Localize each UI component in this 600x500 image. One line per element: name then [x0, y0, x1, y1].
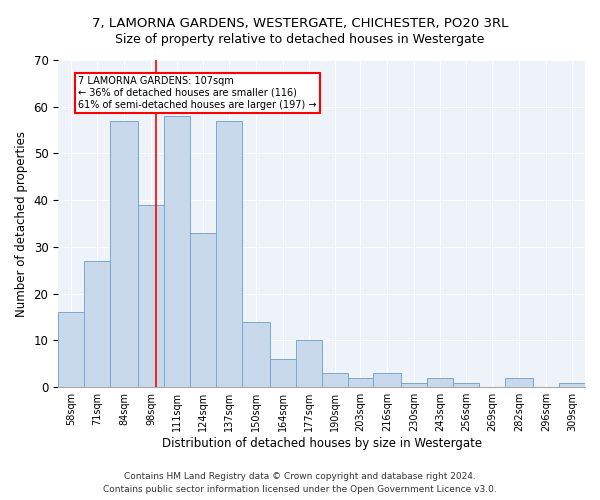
Bar: [373, 373, 401, 387]
Bar: [84, 261, 110, 387]
Text: Contains HM Land Registry data © Crown copyright and database right 2024.
Contai: Contains HM Land Registry data © Crown c…: [103, 472, 497, 494]
Text: 7 LAMORNA GARDENS: 107sqm
← 36% of detached houses are smaller (116)
61% of semi: 7 LAMORNA GARDENS: 107sqm ← 36% of detac…: [78, 76, 317, 110]
Bar: [505, 378, 533, 387]
Bar: [58, 312, 84, 387]
Bar: [559, 382, 585, 387]
Bar: [322, 373, 347, 387]
Bar: [242, 322, 269, 387]
Bar: [427, 378, 453, 387]
Text: 7, LAMORNA GARDENS, WESTERGATE, CHICHESTER, PO20 3RL: 7, LAMORNA GARDENS, WESTERGATE, CHICHEST…: [92, 18, 508, 30]
Y-axis label: Number of detached properties: Number of detached properties: [15, 130, 28, 316]
Bar: [190, 233, 216, 387]
Bar: [347, 378, 373, 387]
Bar: [138, 205, 164, 387]
X-axis label: Distribution of detached houses by size in Westergate: Distribution of detached houses by size …: [161, 437, 482, 450]
Text: Size of property relative to detached houses in Westergate: Size of property relative to detached ho…: [115, 32, 485, 46]
Bar: [296, 340, 322, 387]
Bar: [216, 121, 242, 387]
Bar: [110, 121, 138, 387]
Bar: [401, 382, 427, 387]
Bar: [269, 359, 296, 387]
Bar: [164, 116, 190, 387]
Bar: [453, 382, 479, 387]
